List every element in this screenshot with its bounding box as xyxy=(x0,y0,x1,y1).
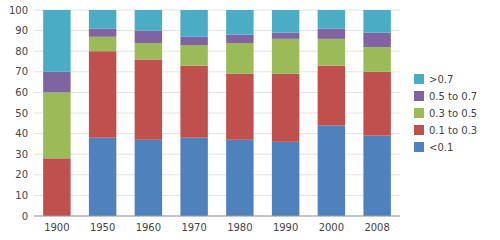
bar-segment xyxy=(226,43,253,74)
chart: 0102030405060708090100190019501960197019… xyxy=(0,0,500,240)
y-tick-label: 70 xyxy=(15,66,28,77)
legend-label: 0.1 to 0.3 xyxy=(429,125,477,136)
y-tick-label: 0 xyxy=(22,211,28,222)
y-tick-label: 30 xyxy=(15,149,28,160)
bar-segment xyxy=(318,125,345,216)
bar-segment xyxy=(135,10,162,31)
legend-label: 0.3 to 0.5 xyxy=(429,108,477,119)
bar-segment xyxy=(363,10,390,33)
page: {"chart_data": {"type": "bar", "stacked"… xyxy=(0,0,500,240)
legend-label: >0.7 xyxy=(429,74,453,85)
bar-segment xyxy=(226,140,253,216)
bar-segment xyxy=(272,10,299,33)
grid xyxy=(34,10,400,216)
bar-segment xyxy=(318,66,345,126)
legend-swatch xyxy=(414,108,424,118)
x-tick-label: 1900 xyxy=(44,222,69,233)
bar-segment xyxy=(135,31,162,43)
y-tick-label: 100 xyxy=(9,5,28,16)
bar-segment xyxy=(135,59,162,139)
bar-segment xyxy=(89,138,116,216)
bar-segment xyxy=(318,39,345,66)
y-axis: 0 10 20 30 40 50 60 70 80 90 100 xyxy=(9,5,28,222)
legend-label: 0.5 to 0.7 xyxy=(429,91,477,102)
bar-segment xyxy=(363,47,390,72)
bar-segment xyxy=(135,140,162,216)
y-tick-label: 60 xyxy=(15,87,28,98)
bar-segment xyxy=(180,138,207,216)
bar-segment xyxy=(318,10,345,29)
x-axis: 1900 1950 1960 1970 1980 1990 2000 2008 xyxy=(34,216,400,233)
bar-segment xyxy=(272,33,299,39)
legend: >0.7 0.5 to 0.7 0.3 to 0.5 0.1 to 0.3 <0.1 xyxy=(414,74,477,153)
grid-line xyxy=(34,216,400,217)
bar-segment xyxy=(363,72,390,136)
bar-segment xyxy=(43,10,70,72)
legend-swatch xyxy=(414,91,424,101)
x-tick-label: 1990 xyxy=(273,222,298,233)
bar-segment xyxy=(89,29,116,37)
bar-segment xyxy=(226,74,253,140)
y-tick-label: 20 xyxy=(15,169,28,180)
bar-segment xyxy=(272,74,299,142)
bar-segment xyxy=(43,72,70,93)
x-axis-line xyxy=(34,216,400,217)
x-tick-label: 1950 xyxy=(90,222,115,233)
bar-segment xyxy=(180,66,207,138)
bar-segment xyxy=(272,142,299,216)
bar-segment xyxy=(272,39,299,74)
y-tick-label: 10 xyxy=(15,190,28,201)
bar-segment xyxy=(43,158,70,216)
bar-segment xyxy=(89,10,116,29)
legend-swatch xyxy=(414,142,424,152)
y-tick-label: 80 xyxy=(15,46,28,57)
x-tick-label: 1980 xyxy=(227,222,252,233)
bar-segment xyxy=(180,37,207,45)
legend-label: <0.1 xyxy=(429,142,453,153)
x-tick-label: 2000 xyxy=(319,222,344,233)
legend-swatch xyxy=(414,125,424,135)
y-tick-label: 90 xyxy=(15,25,28,36)
bar-segment xyxy=(43,92,70,158)
bar-segment xyxy=(363,33,390,47)
bar-segment xyxy=(226,35,253,43)
bar-segment xyxy=(180,45,207,66)
bar-segment xyxy=(89,37,116,51)
bar-segment xyxy=(318,29,345,39)
x-tick-label: 1970 xyxy=(181,222,206,233)
bar-segment xyxy=(89,51,116,138)
x-tick-label: 1960 xyxy=(136,222,161,233)
bar-segment xyxy=(226,10,253,35)
x-tick-label: 2008 xyxy=(364,222,389,233)
y-tick-label: 50 xyxy=(15,108,28,119)
bar-segment xyxy=(363,136,390,216)
bars xyxy=(43,10,391,216)
legend-swatch xyxy=(414,74,424,84)
bar-segment xyxy=(135,43,162,59)
bar-segment xyxy=(180,10,207,37)
y-tick-label: 40 xyxy=(15,128,28,139)
